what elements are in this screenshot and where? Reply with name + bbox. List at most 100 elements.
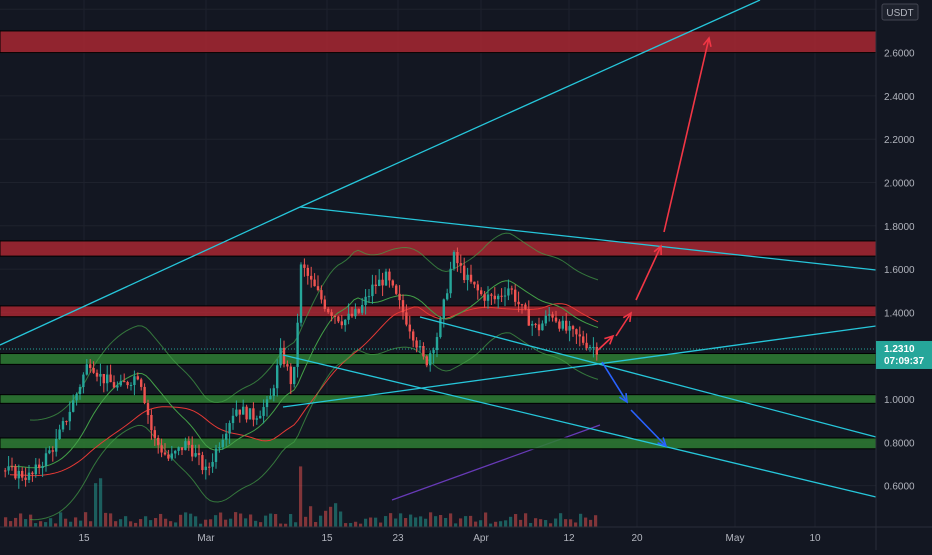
currency-badge[interactable]: [881, 3, 919, 21]
volume-bar: [184, 512, 188, 527]
bullish-arrow-1-head: [604, 334, 615, 345]
candle-body: [582, 336, 585, 343]
volume-bar: [524, 513, 528, 527]
candle-body: [412, 331, 415, 341]
volume-bar: [329, 506, 333, 527]
candle-body: [146, 403, 150, 415]
volume-bar: [159, 513, 163, 527]
candle-body: [61, 421, 65, 430]
candle-body: [548, 314, 551, 316]
candle-body: [534, 323, 537, 325]
countdown-label: 07:09:37: [884, 356, 924, 367]
candle-body: [112, 382, 116, 388]
candle-body: [333, 315, 337, 317]
candle-body: [473, 281, 476, 285]
candle-body: [367, 296, 371, 298]
candle-body: [214, 448, 218, 462]
volume-bar: [584, 517, 588, 527]
candle-body: [364, 296, 367, 306]
candle-body: [476, 284, 479, 291]
candle-body: [140, 379, 143, 387]
volume-bar: [354, 521, 358, 527]
candle-body: [531, 323, 534, 326]
candle-body: [340, 321, 343, 326]
candle-body: [537, 324, 541, 331]
bearish-arrow-1: [601, 361, 628, 404]
candle-body: [289, 366, 292, 385]
candles: [4, 247, 598, 489]
candle-body: [296, 322, 299, 367]
volume-bar: [204, 519, 208, 527]
bearish-arrow-1-line: [601, 361, 628, 403]
candle-body: [575, 329, 578, 335]
candle-body: [459, 263, 462, 266]
bullish-arrow-4-head: [702, 36, 712, 47]
last-price-badge: [876, 340, 932, 369]
volume-bars: [4, 424, 601, 527]
candle-body: [571, 326, 575, 330]
volume-bar: [399, 513, 403, 527]
volume-bar: [19, 513, 23, 527]
candle-body: [235, 409, 238, 416]
volume-bar: [484, 512, 488, 527]
y-tick-label: 1.8000: [884, 222, 915, 233]
candle-body: [418, 346, 422, 348]
volume-bar: [79, 520, 83, 527]
volume-bar: [24, 519, 28, 527]
candle-body: [180, 447, 184, 451]
candle-body: [378, 279, 381, 287]
volume-bar: [564, 519, 568, 527]
volume-bar: [89, 521, 93, 527]
candle-body: [327, 308, 330, 313]
volume-bar: [319, 515, 323, 527]
x-tick-label: 12: [563, 533, 575, 544]
candle-body: [282, 347, 286, 365]
bearish-arrow-1-head: [618, 392, 628, 404]
candle-body: [119, 381, 122, 386]
candle-body: [34, 464, 37, 475]
volume-bar: [579, 513, 583, 527]
bullish-arrow-3: [635, 244, 662, 301]
candle-body: [123, 381, 126, 383]
candle-body: [262, 407, 265, 416]
x-tick-label: 10: [809, 533, 821, 544]
candle-body: [425, 356, 428, 366]
candle-body: [303, 264, 306, 268]
volume-bar: [139, 519, 143, 527]
candle-body: [248, 408, 252, 420]
candle-body: [255, 418, 258, 420]
candle-body: [514, 289, 517, 302]
bullish-arrow-3-head: [653, 244, 662, 256]
volume-bar: [49, 518, 53, 527]
y-tick-label: 1.0000: [884, 395, 915, 406]
volume-bar: [284, 523, 288, 527]
candle-body: [463, 265, 466, 281]
candle-body: [201, 455, 204, 471]
candle-body: [374, 284, 377, 287]
candle-body: [10, 466, 14, 468]
volume-bar: [74, 517, 78, 527]
volume-bar: [324, 510, 328, 527]
candle-body: [187, 441, 190, 445]
x-tick-label: 23: [392, 533, 404, 544]
volume-bar: [489, 523, 493, 527]
band-upper: [29, 232, 599, 421]
support-zone: [0, 353, 877, 365]
y-tick-label: 0.6000: [884, 482, 915, 493]
volume-bar: [464, 516, 468, 527]
volume-bar: [274, 514, 278, 527]
candle-body: [51, 450, 54, 452]
volume-bar: [59, 512, 63, 527]
channel-upper: [419, 316, 877, 438]
candle-body: [310, 275, 313, 280]
volume-bar: [99, 478, 103, 527]
candle-body: [218, 447, 221, 449]
candle-body: [490, 294, 493, 296]
candle-body: [422, 346, 425, 357]
volume-bar: [54, 523, 58, 527]
x-tick-label: 15: [321, 533, 333, 544]
volume-bar: [544, 520, 548, 527]
